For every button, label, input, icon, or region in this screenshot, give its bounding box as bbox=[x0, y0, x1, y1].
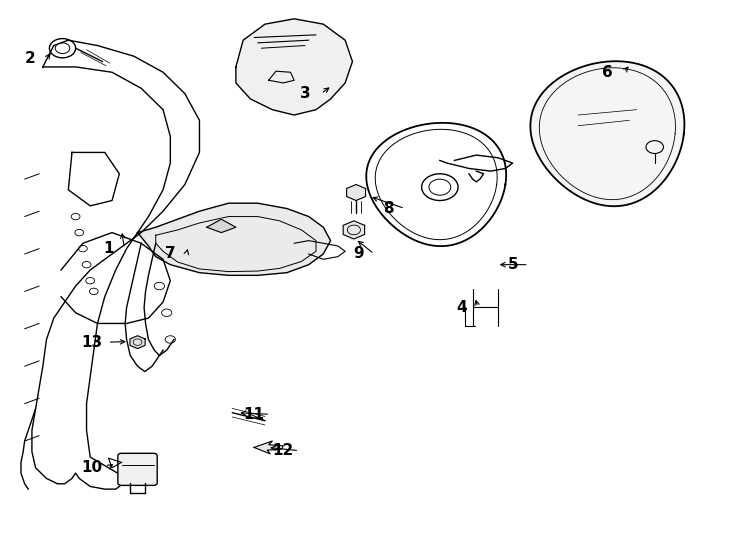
Text: 8: 8 bbox=[384, 201, 394, 216]
Text: 11: 11 bbox=[244, 407, 264, 422]
Text: 1: 1 bbox=[103, 241, 114, 256]
Polygon shape bbox=[346, 185, 366, 200]
Polygon shape bbox=[531, 61, 684, 206]
Polygon shape bbox=[344, 221, 365, 239]
Text: 3: 3 bbox=[299, 86, 310, 101]
Text: 13: 13 bbox=[81, 335, 102, 350]
Polygon shape bbox=[130, 336, 145, 348]
Text: 4: 4 bbox=[457, 300, 467, 315]
Text: 6: 6 bbox=[602, 65, 613, 80]
Text: 2: 2 bbox=[25, 51, 36, 66]
Text: 12: 12 bbox=[272, 443, 294, 458]
Polygon shape bbox=[236, 19, 352, 115]
Text: 9: 9 bbox=[353, 246, 363, 261]
Text: 7: 7 bbox=[165, 246, 175, 261]
Text: 5: 5 bbox=[507, 257, 518, 272]
Polygon shape bbox=[137, 203, 330, 275]
Polygon shape bbox=[207, 219, 236, 233]
Text: 10: 10 bbox=[81, 460, 102, 475]
FancyBboxPatch shape bbox=[118, 453, 157, 485]
Polygon shape bbox=[254, 441, 283, 454]
